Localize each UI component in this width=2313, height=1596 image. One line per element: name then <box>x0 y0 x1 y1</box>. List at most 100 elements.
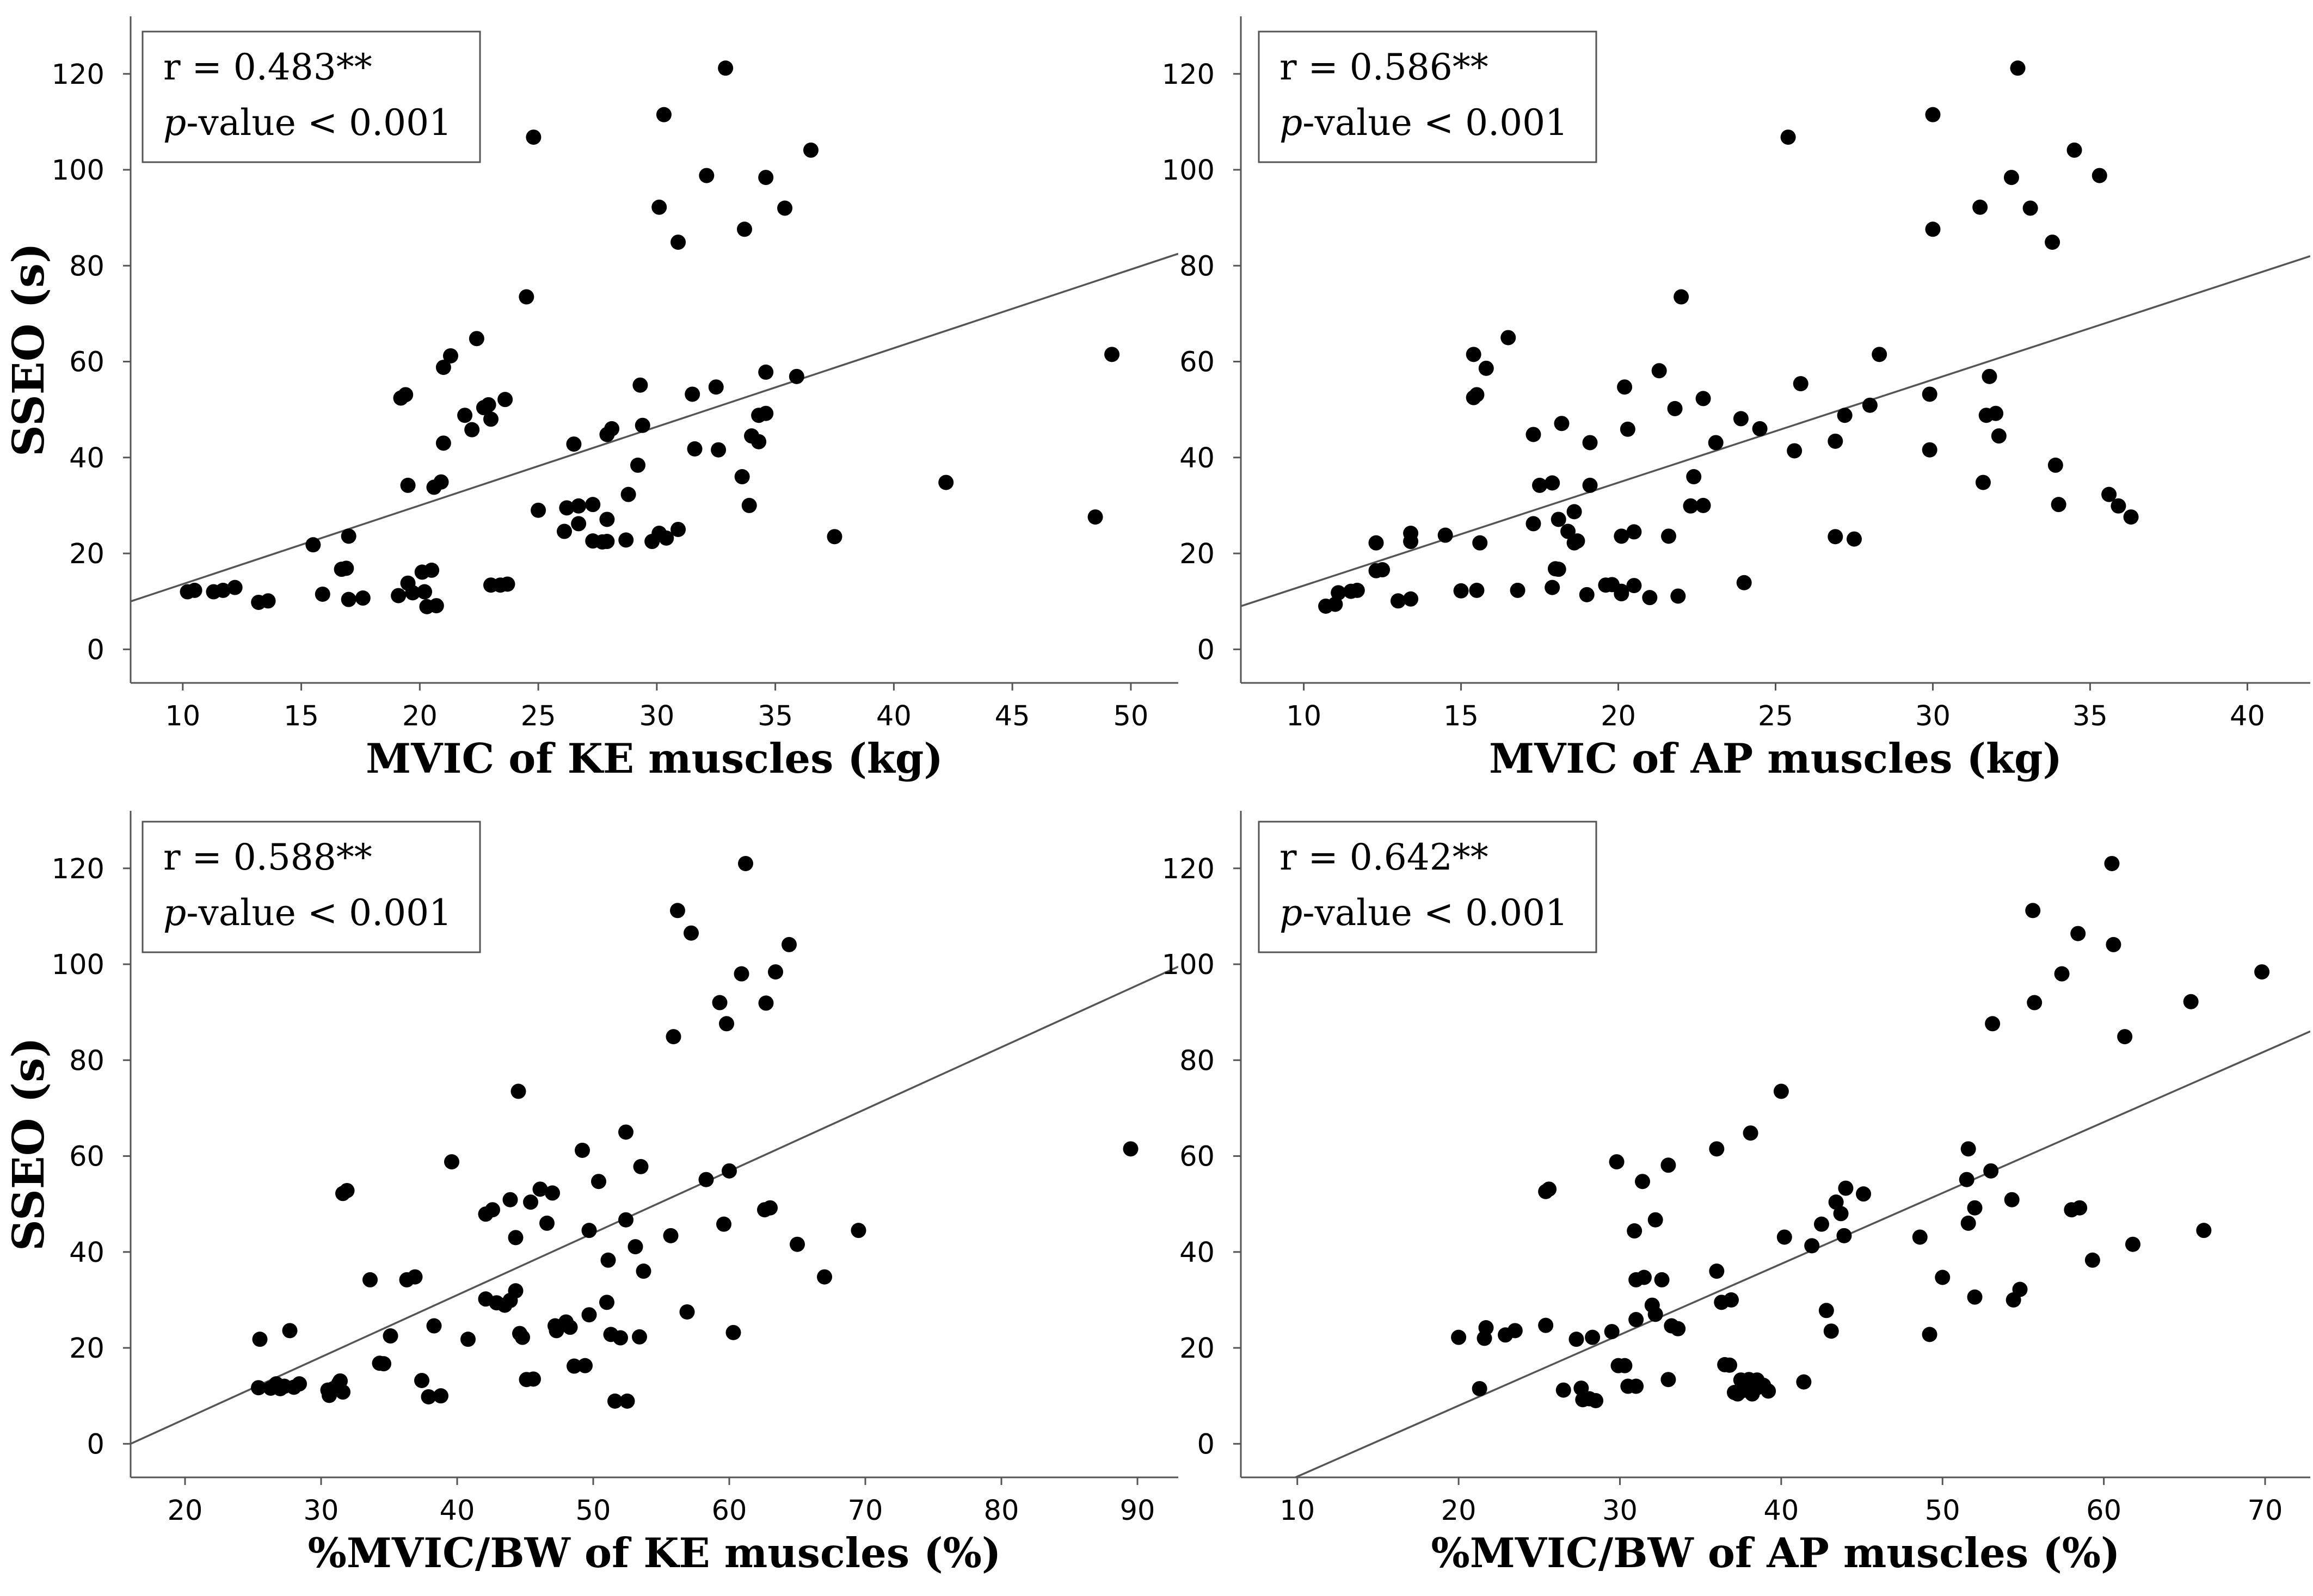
data-point <box>2004 1192 2020 1207</box>
r-value-text: r = 0.483** <box>163 46 372 88</box>
data-point <box>1604 1324 1620 1340</box>
data-point <box>1453 583 1469 599</box>
data-point <box>428 598 444 614</box>
data-point <box>1585 1329 1601 1345</box>
data-point <box>1670 1321 1686 1336</box>
data-point <box>618 1212 633 1228</box>
data-point <box>227 580 243 595</box>
data-point <box>618 532 634 548</box>
x-axis-label: %MVIC/BW of AP muscles (%) <box>1431 1529 2120 1577</box>
data-point <box>1617 379 1633 395</box>
x-tick-label: 40 <box>440 1495 475 1527</box>
data-point <box>464 422 480 437</box>
data-point <box>632 1329 647 1345</box>
data-point <box>1828 433 1843 449</box>
regression-line <box>1241 255 2310 607</box>
data-point <box>1582 477 1598 493</box>
x-tick-label: 60 <box>2086 1495 2121 1527</box>
data-point <box>1967 1289 1983 1305</box>
r-value-text: r = 0.642** <box>1279 836 1488 878</box>
data-point <box>1709 1141 1725 1157</box>
data-point <box>803 142 819 158</box>
data-point <box>1566 504 1582 520</box>
data-point <box>539 1215 555 1231</box>
data-point <box>1960 1141 1976 1157</box>
y-tick-label: 60 <box>69 347 104 379</box>
data-point <box>1846 531 1862 547</box>
data-point <box>1626 578 1642 594</box>
data-point <box>577 1358 593 1373</box>
x-tick-label: 40 <box>876 700 912 732</box>
data-point <box>2045 235 2060 250</box>
data-point <box>1568 1332 1584 1347</box>
data-point <box>1573 1381 1589 1396</box>
data-point <box>1570 533 1585 549</box>
data-point <box>663 1228 679 1243</box>
x-tick-label: 60 <box>712 1495 747 1527</box>
data-point <box>2047 457 2063 473</box>
data-point <box>2125 1236 2140 1252</box>
data-point <box>1796 1374 1812 1390</box>
data-point <box>1972 199 1988 215</box>
x-tick-label: 50 <box>1925 1495 1960 1527</box>
x-axis-label: MVIC of KE muscles (kg) <box>366 735 943 782</box>
data-point <box>1647 1307 1663 1322</box>
data-point <box>659 530 674 546</box>
data-point <box>711 442 727 458</box>
data-point <box>1674 289 1689 305</box>
data-point <box>1982 368 1997 384</box>
stat-box <box>142 821 481 953</box>
data-point <box>1983 1163 1999 1179</box>
x-tick-label: 70 <box>848 1495 883 1527</box>
data-point <box>708 379 724 395</box>
p-italic-label: p <box>163 102 186 144</box>
data-point <box>187 582 202 598</box>
data-point <box>2022 200 2038 216</box>
data-point <box>1743 1125 1758 1141</box>
data-point <box>1614 528 1629 544</box>
data-point <box>1723 1292 1739 1308</box>
x-tick-label: 25 <box>1758 700 1793 732</box>
data-point <box>426 1318 442 1334</box>
data-point <box>613 1330 628 1346</box>
x-tick-label: 40 <box>2230 700 2265 732</box>
y-tick-label: 80 <box>69 250 104 282</box>
data-point <box>1628 1312 1644 1328</box>
x-tick-label: 35 <box>2072 700 2108 732</box>
data-point <box>414 1372 429 1388</box>
y-axis-label: SSEO (s) <box>3 1037 54 1251</box>
scatter-panel-2: 0 20 40 60 80 100 120 10 15 20 25 30 35 40 r = 0.586**… <box>1162 16 2310 782</box>
data-point <box>508 1283 524 1299</box>
data-point <box>1667 400 1683 416</box>
x-tick-label: 40 <box>1763 1495 1799 1527</box>
data-point <box>2051 497 2066 513</box>
data-point <box>1660 1372 1676 1388</box>
data-point <box>1761 1383 1776 1399</box>
data-point <box>789 368 804 384</box>
scatter-panel-3: 0 20 40 60 80 100 120 20 30 40 50 60 70 80 90 r = 0.588… <box>3 811 1178 1577</box>
data-point <box>215 582 231 598</box>
data-point <box>619 1393 635 1409</box>
data-point <box>575 1142 590 1158</box>
data-point <box>1922 442 1937 458</box>
data-point <box>1708 435 1724 451</box>
y-tick-label: 80 <box>69 1045 104 1077</box>
y-tick-label: 20 <box>1179 1333 1215 1365</box>
data-point <box>1787 443 1803 459</box>
data-point <box>502 1192 518 1207</box>
data-point <box>758 995 774 1011</box>
data-point <box>722 1163 737 1179</box>
data-point <box>782 936 797 952</box>
data-point <box>734 966 749 982</box>
data-point <box>376 1356 391 1372</box>
data-point <box>1469 582 1485 598</box>
data-point <box>1451 1329 1467 1345</box>
data-point <box>2117 1029 2133 1045</box>
data-point <box>2196 1223 2212 1238</box>
data-point <box>1478 360 1494 376</box>
data-point <box>670 521 686 537</box>
data-point <box>1670 588 1686 604</box>
regression-line <box>131 252 1178 602</box>
data-point <box>1683 498 1699 514</box>
